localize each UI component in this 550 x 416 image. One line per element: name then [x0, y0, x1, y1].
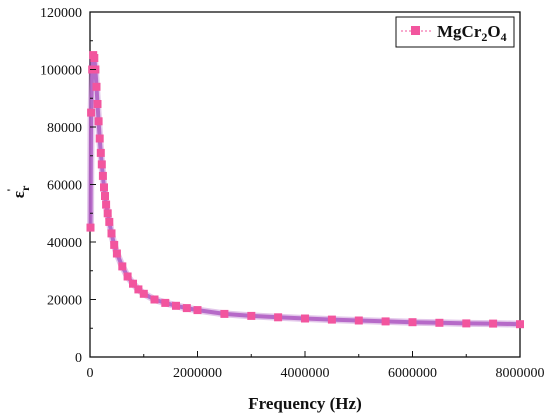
data-point [247, 311, 256, 320]
svg-text:εr': εr' [4, 185, 32, 198]
data-point [489, 319, 498, 328]
data-point [94, 117, 103, 126]
data-point [274, 313, 283, 322]
x-tick-label: 6000000 [388, 366, 437, 381]
data-point [123, 272, 132, 281]
data-point [105, 217, 114, 226]
y-axis-title-symbol: ε [9, 191, 28, 198]
data-point [102, 200, 111, 209]
x-axis: 0 2000000 4000000 6000000 8000000 [87, 351, 545, 381]
data-point [182, 304, 191, 313]
legend-label-sub2: 4 [501, 30, 507, 44]
y-axis: 0 20000 40000 60000 80000 100000 120000 [40, 6, 96, 366]
data-point [92, 82, 101, 91]
data-point [220, 309, 229, 318]
data-point [516, 320, 524, 329]
data-point [118, 262, 127, 271]
y-tick-label: 120000 [40, 6, 82, 21]
data-point [134, 285, 143, 294]
data-point [301, 314, 309, 323]
y-tick-label: 80000 [47, 121, 82, 136]
x-tick-label: 4000000 [281, 366, 330, 381]
data-point [93, 100, 102, 108]
data-point [103, 209, 112, 218]
y-tick-label: 60000 [47, 179, 82, 194]
x-axis-title: Frequency (Hz) [248, 394, 361, 413]
data-point [161, 298, 170, 307]
data-point [435, 318, 444, 327]
y-tick-label: 20000 [47, 294, 82, 309]
y-tick-label: 100000 [40, 64, 82, 79]
legend-label-sub1: 2 [481, 30, 487, 44]
data-point [150, 295, 159, 304]
data-point [327, 315, 336, 324]
data-point [129, 279, 137, 288]
legend-marker [411, 26, 420, 35]
x-tick-label: 2000000 [173, 366, 222, 381]
y-tick-label: 0 [75, 351, 82, 366]
data-point [98, 171, 107, 180]
y-axis-title-prime: ' [4, 188, 18, 191]
data-point [86, 223, 95, 232]
data-point [90, 54, 99, 62]
data-point [112, 249, 121, 258]
data-point [354, 316, 363, 325]
data-point [100, 183, 108, 192]
points-layer [86, 51, 524, 329]
data-point [193, 306, 202, 315]
data-point [381, 317, 390, 326]
data-point [107, 229, 116, 238]
y-axis-title: εr' [4, 185, 32, 198]
data-point [408, 318, 417, 327]
data-point [95, 134, 104, 143]
legend-label: MgCr2O4 [437, 22, 507, 44]
y-axis-title-subscript: r [18, 185, 32, 191]
y-tick-label: 40000 [47, 236, 82, 251]
legend: MgCr2O4 [395, 16, 515, 48]
legend-label-mid: O [487, 22, 500, 41]
legend-label-main: MgCr [437, 22, 482, 41]
data-point [139, 289, 148, 298]
series-line [88, 53, 521, 327]
data-point [97, 160, 106, 169]
data-point [96, 148, 105, 157]
curve-layer [87, 51, 521, 328]
x-tick-label: 8000000 [496, 366, 545, 381]
plot-frame [89, 11, 521, 358]
series-band [87, 51, 521, 328]
data-point [101, 192, 109, 200]
data-point [110, 240, 119, 249]
data-point [462, 319, 471, 328]
data-point [172, 301, 180, 310]
x-tick-label: 0 [87, 366, 94, 381]
data-point [87, 108, 96, 117]
